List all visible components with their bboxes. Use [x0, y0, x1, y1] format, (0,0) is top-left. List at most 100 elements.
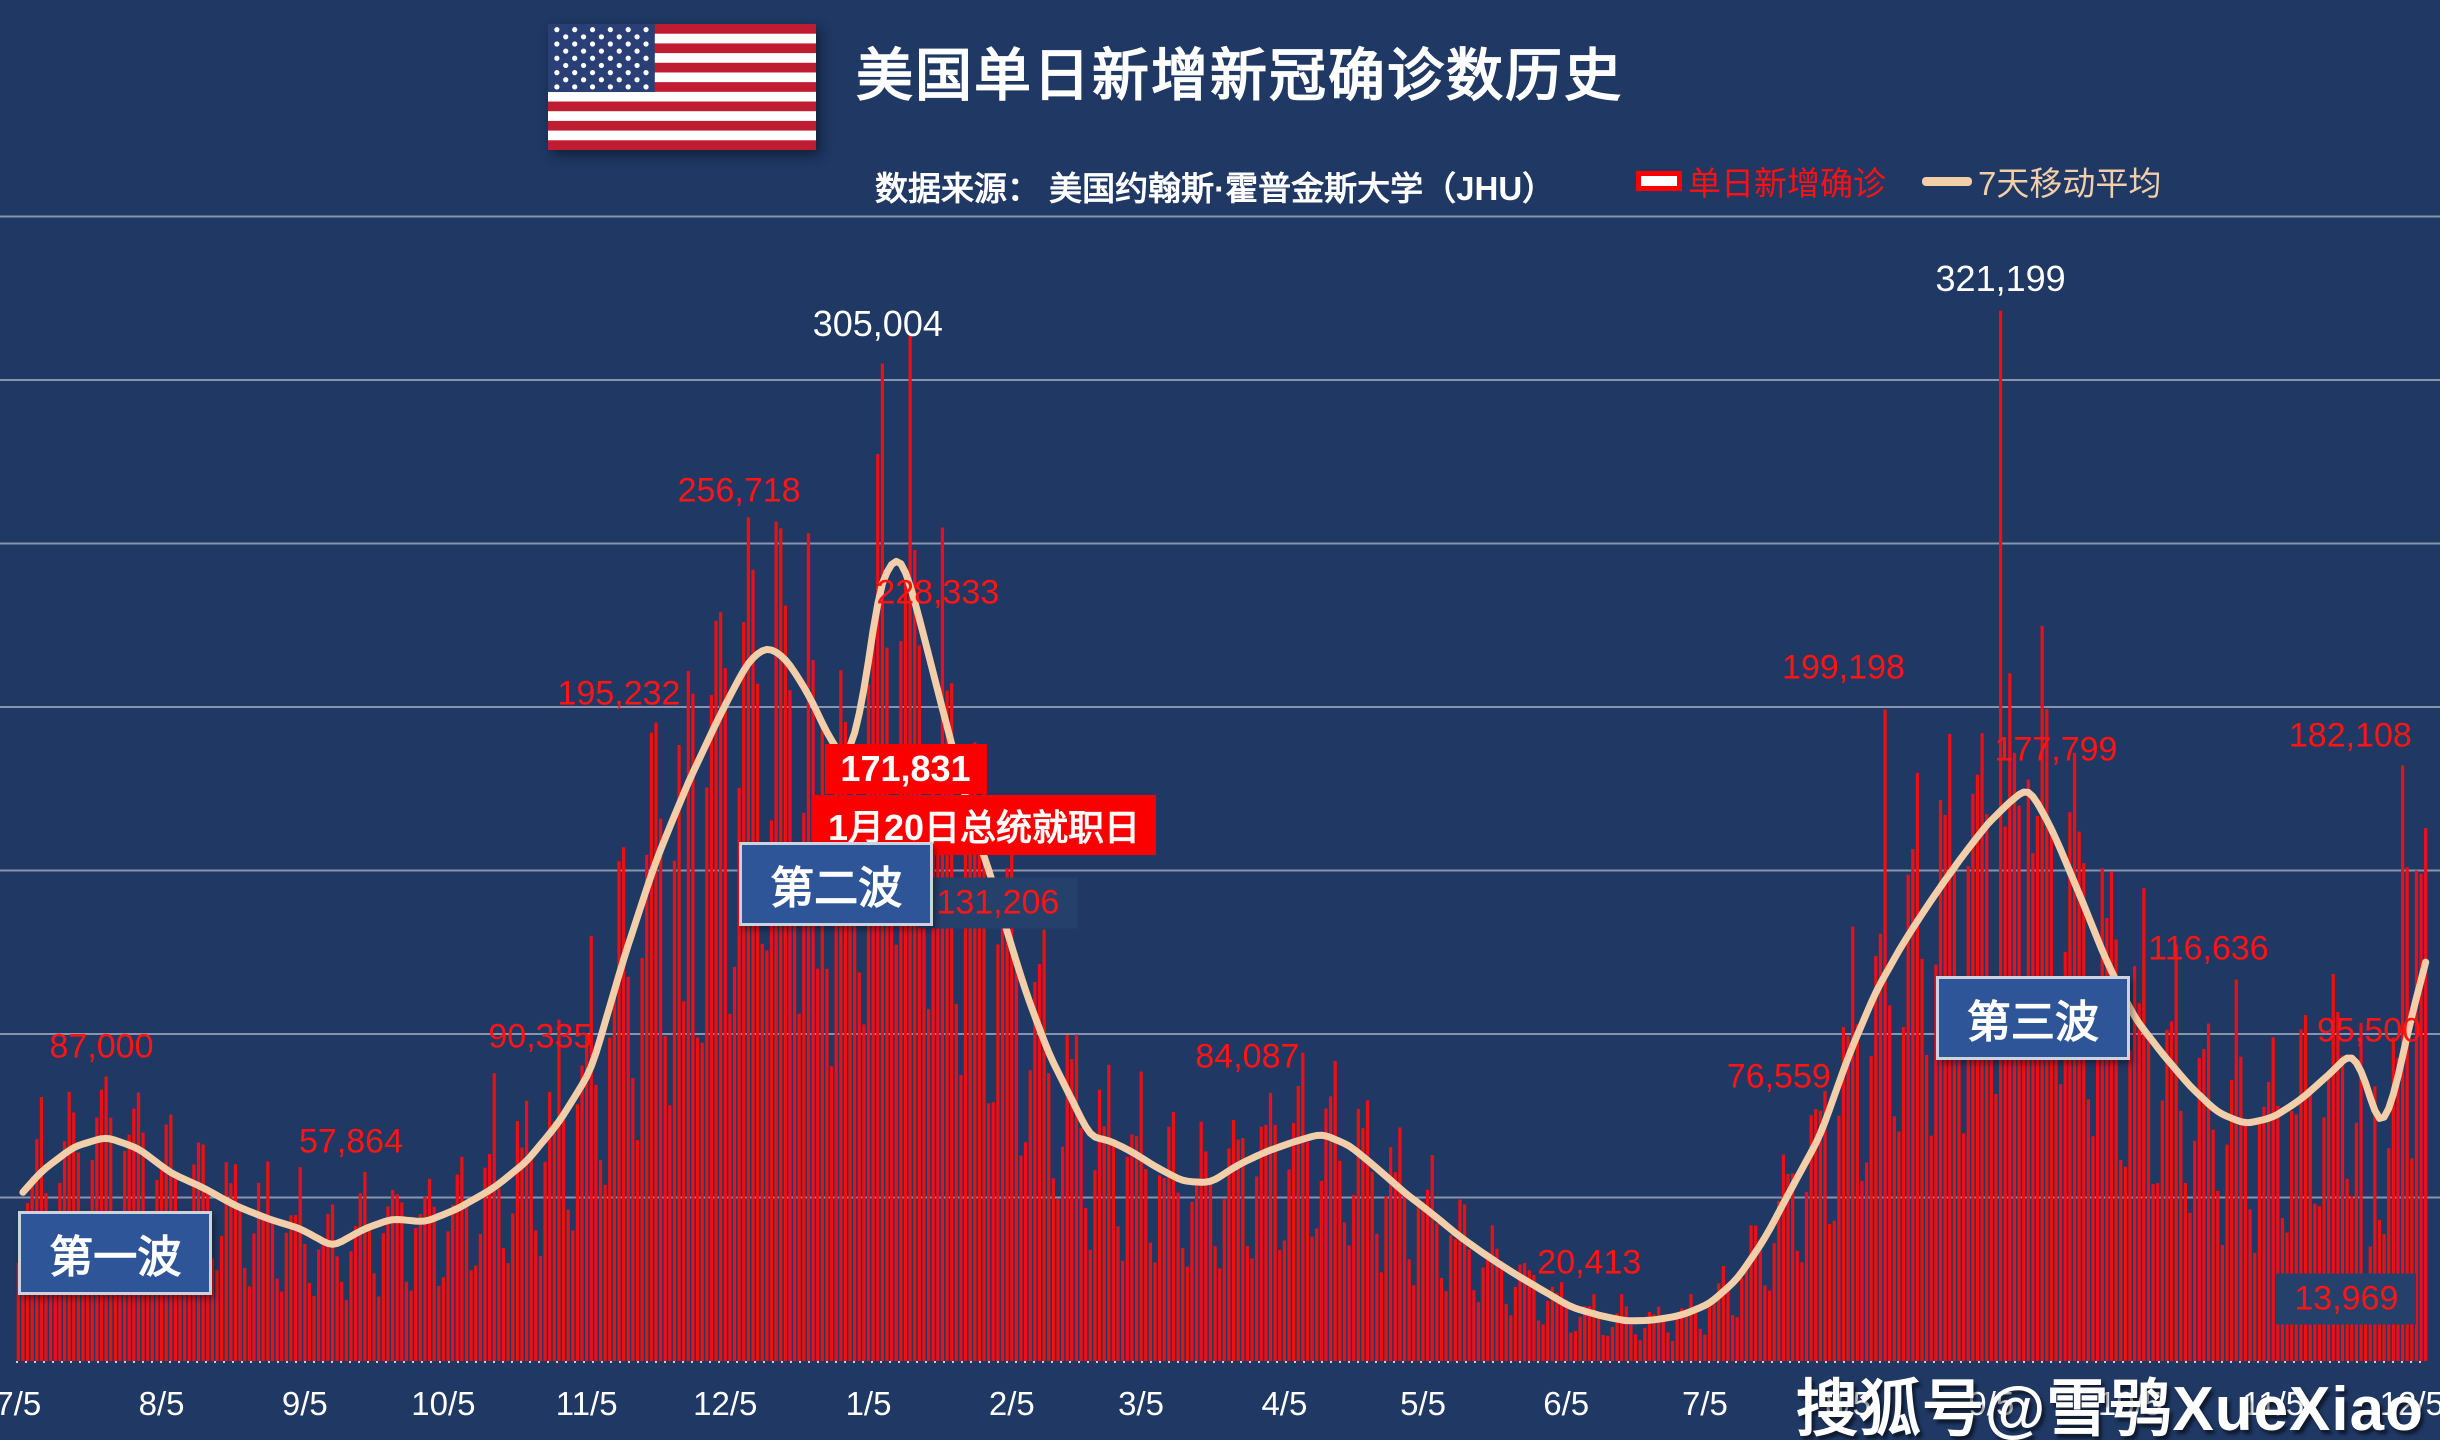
daily-case-bar	[1047, 1073, 1051, 1361]
flag-stripe	[548, 120, 816, 131]
flag-star-icon	[598, 77, 605, 83]
data-source-subtitle: 数据来源： 美国约翰斯·霍普金斯大学（JHU）	[875, 170, 1556, 207]
daily-case-bar	[2322, 1117, 2326, 1361]
x-tick-label: 9/5	[1968, 1385, 2015, 1422]
flag-star-icon	[598, 62, 605, 69]
daily-case-bar	[1583, 1306, 1587, 1361]
flag-star-icon	[563, 62, 569, 69]
daily-case-bar	[1694, 1309, 1698, 1361]
daily-case-bar	[668, 1105, 672, 1361]
daily-case-bar	[1407, 1259, 1411, 1361]
daily-case-bar	[1074, 1034, 1079, 1361]
daily-case-bar	[954, 1003, 958, 1361]
daily-case-bar	[1675, 1318, 1679, 1361]
daily-case-bar	[968, 748, 972, 1361]
daily-case-bar	[1643, 1328, 1647, 1361]
daily-case-bar	[1037, 963, 1042, 1361]
daily-case-bar	[1689, 1294, 1693, 1361]
daily-case-bar	[769, 820, 774, 1361]
daily-case-bar	[1435, 1223, 1439, 1361]
daily-case-bar	[853, 755, 857, 1361]
daily-case-bar	[1093, 1170, 1097, 1361]
daily-case-bar	[2082, 863, 2086, 1361]
daily-case-bar	[469, 1270, 473, 1361]
daily-case-bar	[335, 1256, 339, 1361]
daily-case-bar	[1421, 1201, 1425, 1361]
daily-case-bar	[1231, 1120, 1236, 1361]
daily-case-bar	[2359, 1022, 2363, 1361]
daily-case-bar	[1504, 1303, 1508, 1361]
daily-case-bar	[1444, 1291, 1448, 1361]
daily-case-bar	[2271, 1037, 2275, 1361]
daily-case-bar	[215, 1270, 219, 1361]
daily-case-bar	[266, 1161, 270, 1361]
daily-case-bar	[1781, 1154, 1786, 1361]
x-tick-label: 1/5	[845, 1385, 892, 1422]
daily-case-bar	[765, 950, 769, 1361]
daily-case-bar	[1278, 1249, 1282, 1361]
daily-case-bar	[1033, 982, 1037, 1361]
daily-case-bar	[113, 1230, 117, 1361]
daily-case-bar	[1952, 871, 1956, 1361]
daily-case-bar	[2336, 1012, 2340, 1361]
value-annotation: 13,969	[2276, 1273, 2417, 1325]
value-annotation: 76,559	[1726, 1057, 1831, 1095]
daily-case-bar	[363, 1171, 367, 1361]
daily-case-bar	[1338, 1160, 1342, 1361]
daily-case-bar	[1509, 1315, 1513, 1361]
daily-case-bar	[552, 1121, 556, 1361]
daily-case-bar	[825, 968, 829, 1361]
daily-case-bar	[1615, 1313, 1619, 1361]
flag-star-icon	[598, 48, 605, 54]
daily-case-bar	[2054, 1044, 2058, 1361]
daily-case-bar	[839, 670, 843, 1361]
daily-case-bar	[548, 1091, 552, 1361]
daily-case-bar	[566, 1209, 570, 1361]
daily-case-bar	[959, 1075, 963, 1361]
daily-case-bar	[695, 1037, 700, 1361]
daily-case-bar	[2294, 1114, 2298, 1361]
daily-case-bar	[1998, 310, 2003, 1362]
daily-case-bar	[1139, 1071, 1143, 1361]
daily-case-bar	[987, 1103, 991, 1361]
daily-case-bar	[284, 1232, 288, 1361]
daily-case-bar	[2128, 1050, 2132, 1361]
daily-case-bar	[464, 1206, 469, 1361]
daily-case-bar	[2391, 1037, 2395, 1361]
daily-case-bar	[1851, 926, 1855, 1361]
daily-case-bar	[677, 745, 681, 1361]
daily-case-bar	[330, 1204, 335, 1361]
flag-star-icon	[589, 69, 596, 76]
daily-case-bar	[441, 1277, 446, 1361]
daily-case-bar	[2248, 1209, 2252, 1361]
daily-case-bar	[871, 635, 875, 1361]
flag-star-icon	[625, 55, 631, 61]
daily-new-cases-bars	[16, 310, 2428, 1362]
daily-case-bar	[779, 528, 783, 1361]
daily-case-bar	[1629, 1324, 1633, 1361]
daily-case-bar	[2340, 1055, 2345, 1361]
daily-case-bar	[1606, 1335, 1610, 1361]
wave-label: 第三波	[1935, 975, 2130, 1060]
daily-case-bar	[612, 993, 616, 1361]
daily-case-bar	[1541, 1324, 1545, 1361]
daily-case-bar	[2197, 1057, 2201, 1361]
daily-case-bar	[1897, 1131, 1901, 1361]
daily-case-bar	[344, 1299, 348, 1361]
daily-case-bar	[1024, 1142, 1028, 1361]
daily-case-bar	[2031, 853, 2035, 1361]
daily-case-bar	[381, 1233, 385, 1361]
daily-case-bar	[298, 1167, 302, 1361]
daily-case-bar	[1310, 1236, 1314, 1361]
daily-case-bar	[1347, 1245, 1351, 1361]
daily-case-bar	[1740, 1278, 1744, 1361]
daily-case-bar	[1712, 1299, 1716, 1361]
daily-case-bar	[1430, 1155, 1434, 1361]
daily-case-bar	[1989, 1041, 1993, 1361]
daily-case-bar	[645, 854, 649, 1361]
daily-case-bar	[2216, 1190, 2220, 1361]
flag-star-icon	[554, 69, 560, 76]
x-tick-label: 7/5	[1681, 1385, 1728, 1422]
daily-case-bar	[524, 1100, 529, 1361]
daily-case-bar	[1975, 774, 1980, 1361]
